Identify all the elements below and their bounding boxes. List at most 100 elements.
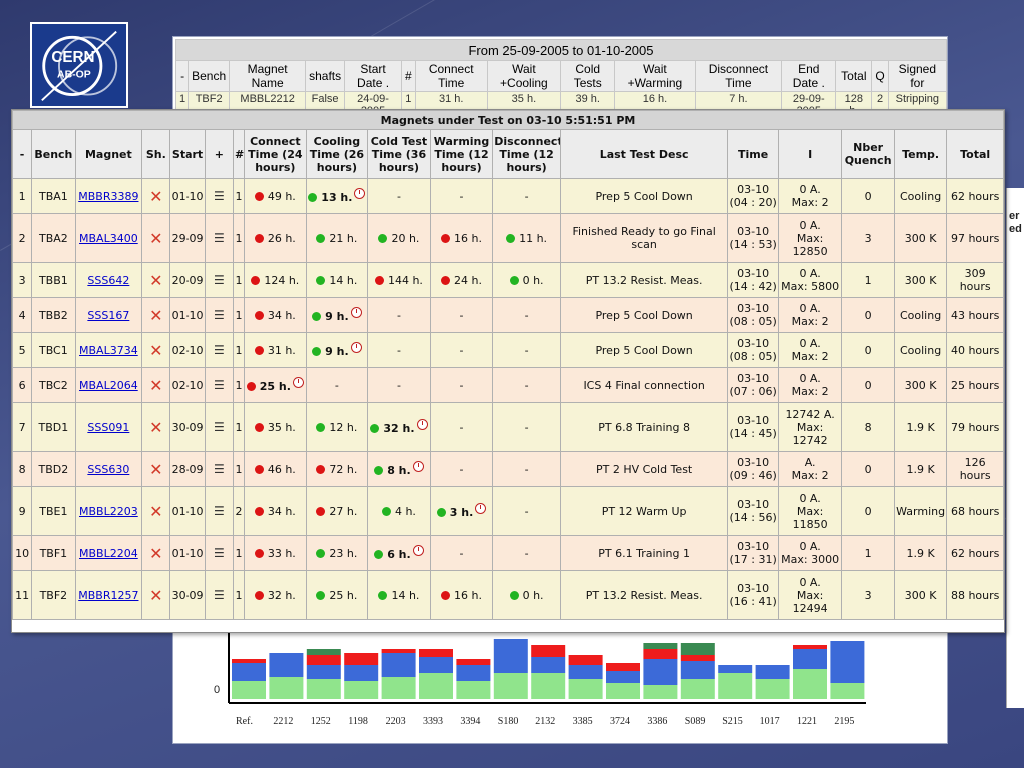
test-count: 1 [235, 546, 243, 560]
chart-bar-segment [680, 655, 715, 661]
history-icon[interactable]: ☰ [213, 588, 225, 602]
chart-bar-segment [269, 677, 304, 699]
bench-name: TBD2 [38, 462, 69, 476]
magnet-link[interactable]: SSS642 [87, 273, 130, 287]
x-mark-icon[interactable]: ✕ [149, 228, 163, 248]
current-value: 0 A. [799, 540, 821, 553]
history-icon[interactable]: ☰ [213, 343, 225, 357]
red-status-dot-icon [374, 275, 384, 285]
weekly-header-cell[interactable]: Magnet Name [229, 60, 307, 92]
col-bench-header[interactable]: Bench [31, 129, 76, 179]
magnet-link[interactable]: MBBL2204 [79, 546, 138, 560]
history-icon[interactable]: ☰ [213, 189, 225, 203]
chart-category-label: 2132 [535, 716, 556, 727]
magnet-link[interactable]: SSS091 [87, 420, 130, 434]
history-icon[interactable]: ☰ [213, 420, 225, 434]
magnet-link[interactable]: MBBR1257 [78, 588, 139, 602]
temperature: 300 K [904, 588, 937, 602]
history-icon[interactable]: ☰ [213, 378, 225, 392]
weekly-header-cell[interactable]: Signed for [887, 60, 948, 92]
magnet-row: 2 TBA2 MBAL3400 ✕ 29-09 ☰ 1 26 h. 21 h. 20 h. 16 h… [11, 213, 1004, 263]
x-mark-icon[interactable]: ✕ [149, 340, 163, 360]
history-icon[interactable]: ☰ [213, 546, 225, 560]
weekly-header-cell[interactable]: Cold Tests [560, 60, 616, 92]
cooling-time: 12 h. [329, 420, 358, 434]
x-mark-icon[interactable]: ✕ [149, 305, 163, 325]
last-test-date: 03-10 [737, 302, 770, 315]
quench-count: 0 [864, 343, 872, 357]
disconnect-time: - [524, 343, 529, 357]
last-test-date: 03-10 [737, 498, 770, 511]
last-test-desc: PT 6.8 Training 8 [598, 420, 690, 434]
chart-bar-segment [344, 665, 379, 681]
x-mark-icon[interactable]: ✕ [149, 501, 163, 521]
chart-category-label: 1221 [797, 716, 817, 727]
weekly-header-cell[interactable]: Wait +Cooling [486, 60, 562, 92]
logo-line1: CERN [51, 49, 94, 66]
green-status-dot-icon [316, 548, 326, 558]
magnet-link[interactable]: MBAL3400 [79, 231, 138, 245]
cooling-time: 21 h. [329, 231, 358, 245]
temperature: 300 K [904, 378, 937, 392]
history-icon[interactable]: ☰ [213, 273, 225, 287]
history-icon[interactable]: ☰ [213, 231, 225, 245]
weekly-header-cell[interactable]: Q [871, 60, 889, 92]
bench-name: TBE1 [39, 504, 68, 518]
last-test-time: (14 : 45) [729, 427, 777, 440]
current-max: Max: [796, 231, 824, 245]
warming-time: 16 h. [454, 588, 482, 602]
clock-icon [416, 419, 428, 430]
warming-time: - [459, 343, 464, 357]
quench-count: 1 [864, 546, 872, 560]
weekly-header-cell[interactable]: Disconnect Time [694, 60, 783, 92]
col-start-header[interactable]: Start [169, 129, 206, 179]
disconnect-time: 11 h. [519, 231, 548, 245]
chart-bar-segment [755, 665, 790, 679]
chart-bar-segment [381, 677, 416, 699]
magnet-link[interactable]: MBAL2064 [79, 378, 138, 392]
magnet-row: 8 TBD2 SSS630 ✕ 28-09 ☰ 1 46 h. 72 h. 8 h. - - PT 2 … [11, 451, 1004, 487]
warming-time: - [459, 189, 464, 203]
col-lasttest-header: Last Test Desc [559, 129, 729, 179]
weekly-header-cell[interactable]: Connect Time [414, 60, 488, 92]
x-mark-icon[interactable]: ✕ [149, 585, 163, 605]
x-mark-icon[interactable]: ✕ [149, 186, 163, 206]
magnet-link[interactable]: MBAL3734 [79, 343, 138, 357]
weekly-header-cell[interactable]: Total [835, 60, 873, 92]
chart-bar-segment [419, 649, 453, 657]
x-mark-icon[interactable]: ✕ [149, 417, 163, 437]
red-status-dot-icon [254, 464, 264, 474]
red-status-dot-icon [316, 506, 326, 516]
disconnect-time: - [524, 420, 529, 434]
magnet-link[interactable]: MBBL2203 [79, 504, 138, 518]
x-mark-icon[interactable]: ✕ [149, 459, 163, 479]
current-value: 0 A. [799, 183, 821, 196]
history-icon[interactable]: ☰ [213, 308, 225, 322]
chart-bar-segment [306, 655, 341, 665]
warming-time: 16 h. [454, 231, 482, 245]
history-icon[interactable]: ☰ [213, 462, 225, 476]
quench-count: 3 [864, 588, 872, 602]
x-mark-icon[interactable]: ✕ [149, 270, 163, 290]
current-max: Max: 2 [791, 469, 829, 482]
weekly-summary-title: From 25-09-2005 to 01-10-2005 [175, 39, 947, 61]
history-icon[interactable]: ☰ [213, 504, 225, 518]
last-test-time: (04 : 20) [729, 196, 777, 209]
magnet-link[interactable]: MBBR3389 [78, 189, 139, 203]
magnet-link[interactable]: SSS630 [87, 462, 130, 476]
x-mark-icon[interactable]: ✕ [149, 543, 163, 563]
magnet-link[interactable]: SSS167 [87, 308, 130, 322]
total-time: 79 hours [950, 420, 1000, 434]
last-test-desc: PT 2 HV Cold Test [596, 462, 693, 476]
col-disconnect-header: Disconnect Time (12 hours) [492, 129, 561, 179]
col-count-header: # [232, 129, 246, 179]
col-magnet-header[interactable]: Magnet [74, 129, 143, 179]
x-mark-icon[interactable]: ✕ [149, 375, 163, 395]
clock-icon [475, 503, 487, 514]
col-time-header: Time [727, 129, 779, 179]
weekly-header-cell[interactable]: End Date . [781, 60, 837, 92]
weekly-header-cell[interactable]: Wait +Warming [614, 60, 696, 92]
weekly-header-cell[interactable]: Start Date . [344, 60, 402, 92]
weekly-header-cell[interactable]: shafts [305, 60, 346, 92]
coldtest-time: 14 h. [391, 588, 420, 602]
